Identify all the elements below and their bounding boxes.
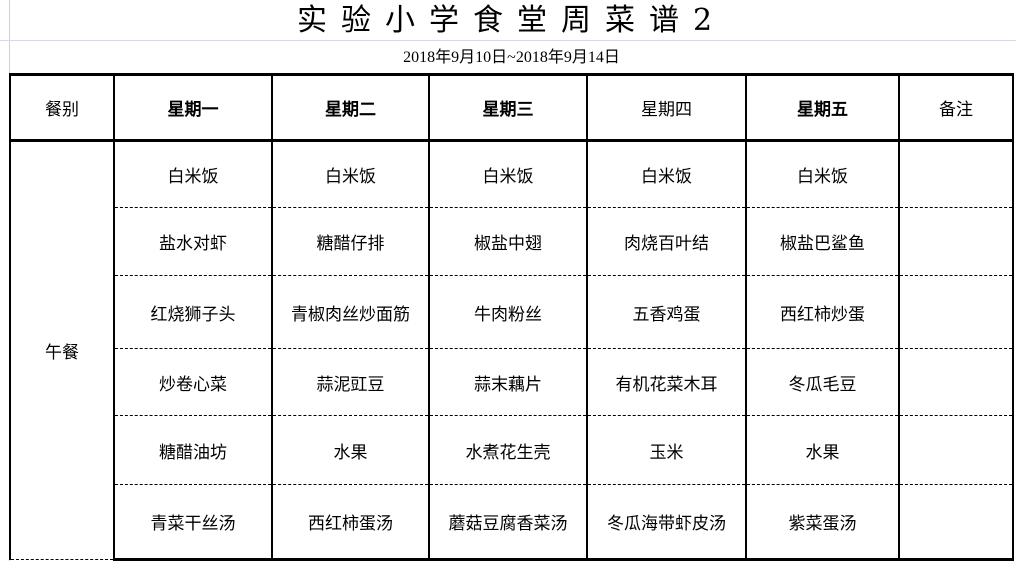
notes-cell[interactable]: [898, 275, 1014, 349]
dish-cell[interactable]: 椒盐中翅: [428, 207, 588, 276]
dish-cell[interactable]: 有机花菜木耳: [586, 348, 747, 416]
dish-cell[interactable]: 白米饭: [745, 140, 900, 208]
notes-cell[interactable]: [898, 415, 1014, 485]
dish-cell[interactable]: 蘑菇豆腐香菜汤: [428, 484, 588, 561]
dish-cell[interactable]: 糖醋仔排: [271, 207, 430, 276]
table-row: 午餐 白米饭 白米饭 白米饭 白米饭 白米饭: [9, 140, 1014, 560]
header-row: 餐别 星期一 星期二 星期三 星期四 星期五 备注: [9, 73, 1014, 142]
dish-cell[interactable]: 水果: [745, 415, 900, 485]
dish-cell[interactable]: 青椒肉丝炒面筋: [271, 275, 430, 349]
table-row: 糖醋油坊 水果 水煮花生壳 玉米 水果: [10, 415, 1014, 485]
dish-cell[interactable]: 水煮花生壳: [428, 415, 588, 485]
dish-cell[interactable]: 肉烧百叶结: [586, 207, 747, 276]
dish-cell[interactable]: 盐水对虾: [113, 207, 273, 276]
date-range: 2018年9月10日~2018年9月14日: [403, 49, 620, 66]
dish-cell[interactable]: 白米饭: [586, 140, 747, 208]
header-monday[interactable]: 星期一: [113, 73, 273, 142]
header-notes[interactable]: 备注: [898, 73, 1014, 142]
table-row: 红烧狮子头 青椒肉丝炒面筋 牛肉粉丝 五香鸡蛋 西红柿炒蛋: [10, 275, 1014, 349]
dish-cell[interactable]: 糖醋油坊: [113, 415, 273, 485]
dish-cell[interactable]: 西红柿蛋汤: [271, 484, 430, 561]
dish-cell[interactable]: 五香鸡蛋: [586, 275, 747, 349]
header-thursday[interactable]: 星期四: [586, 73, 747, 142]
header-meal[interactable]: 餐别: [9, 73, 115, 142]
table-row: 青菜干丝汤 西红柿蛋汤 蘑菇豆腐香菜汤 冬瓜海带虾皮汤 紫菜蛋汤: [10, 484, 1014, 561]
dish-cell[interactable]: 红烧狮子头: [113, 275, 273, 349]
page-title: 实验小学食堂周菜谱2: [296, 3, 727, 38]
header-tuesday[interactable]: 星期二: [271, 73, 430, 142]
table-row: 盐水对虾 糖醋仔排 椒盐中翅 肉烧百叶结 椒盐巴鲨鱼: [10, 207, 1014, 276]
dish-cell[interactable]: 白米饭: [113, 140, 273, 208]
header-friday[interactable]: 星期五: [745, 73, 900, 142]
dish-cell[interactable]: 蒜末藕片: [428, 348, 588, 416]
dish-cell[interactable]: 白米饭: [428, 140, 588, 208]
dish-cell[interactable]: 青菜干丝汤: [113, 484, 273, 561]
dish-cell[interactable]: 玉米: [586, 415, 747, 485]
notes-cell[interactable]: [898, 348, 1014, 416]
notes-cell[interactable]: [898, 207, 1014, 276]
header-wednesday[interactable]: 星期三: [428, 73, 588, 142]
dish-cell[interactable]: 水果: [271, 415, 430, 485]
dish-cell[interactable]: 紫菜蛋汤: [745, 484, 900, 561]
dish-cell[interactable]: 西红柿炒蛋: [745, 275, 900, 349]
meal-cell[interactable]: 午餐: [9, 140, 115, 560]
sheet-gridline: [0, 40, 1016, 41]
dish-cell[interactable]: 冬瓜海带虾皮汤: [586, 484, 747, 561]
dish-cell[interactable]: 牛肉粉丝: [428, 275, 588, 349]
notes-cell[interactable]: [898, 140, 1014, 208]
dish-cell[interactable]: 白米饭: [271, 140, 430, 208]
dish-cell[interactable]: 冬瓜毛豆: [745, 348, 900, 416]
dish-cell[interactable]: 蒜泥豇豆: [271, 348, 430, 416]
table-row: 炒卷心菜 蒜泥豇豆 蒜末藕片 有机花菜木耳 冬瓜毛豆: [10, 348, 1014, 416]
dish-cell[interactable]: 炒卷心菜: [113, 348, 273, 416]
notes-cell[interactable]: [898, 484, 1014, 561]
dish-cell[interactable]: 椒盐巴鲨鱼: [745, 207, 900, 276]
menu-table: 餐别 星期一 星期二 星期三 星期四 星期五 备注 午餐 白米饭 白米饭 白米饭 白米饭…: [9, 73, 1014, 561]
